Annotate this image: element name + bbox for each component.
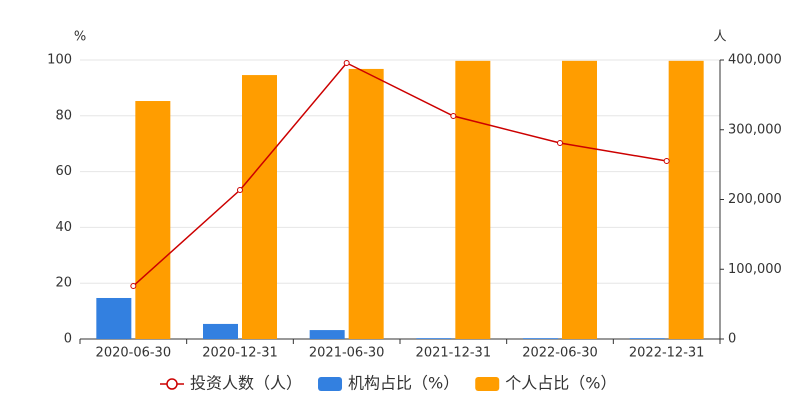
line-point	[557, 140, 563, 147]
y2-axis-unit: 人	[713, 30, 726, 45]
x-tick-label: 2022-12-31	[629, 346, 705, 361]
y-tick-label: 100	[47, 53, 72, 68]
y-tick-label: 0	[64, 332, 72, 347]
y-tick-label: 80	[55, 108, 72, 123]
line-point	[237, 187, 243, 194]
bar	[523, 338, 558, 339]
y2-tick-label: 100,000	[728, 262, 782, 277]
y2-tick-label: 300,000	[728, 122, 782, 137]
legend-label: 机构占比（%）	[348, 374, 459, 393]
line	[132, 62, 667, 287]
legend-label: 投资人数（人）	[190, 374, 302, 393]
x-tick-label: 2021-12-31	[416, 346, 492, 361]
bar	[455, 60, 491, 339]
bar	[562, 60, 597, 339]
x-tick-label: 2021-06-30	[309, 346, 385, 361]
bar	[668, 60, 704, 339]
line-point	[130, 282, 137, 289]
bar	[203, 323, 238, 339]
bar	[96, 297, 132, 339]
bar	[242, 75, 277, 339]
line-point	[663, 157, 670, 164]
y2-tick-label: 200,000	[728, 192, 782, 207]
x-tick-label: 2022-06-30	[522, 346, 598, 361]
bar	[348, 68, 384, 339]
bar	[135, 101, 171, 339]
bar	[629, 338, 665, 339]
y-tick-label: 40	[55, 220, 72, 235]
y-tick-label: 60	[55, 164, 72, 179]
legend-marker	[166, 378, 178, 390]
bar	[309, 330, 345, 339]
y-axis-unit: %	[74, 30, 86, 45]
y-tick-label: 20	[55, 276, 72, 291]
x-tick-label: 2020-06-30	[96, 346, 172, 361]
line-point	[343, 59, 350, 66]
x-tick-label: 2020-12-31	[202, 346, 278, 361]
legend-marker	[475, 377, 500, 391]
legend-marker	[318, 377, 343, 391]
y2-tick-label: 400,000	[728, 53, 782, 68]
legend-label: 个人占比（%）	[505, 374, 616, 393]
y2-tick-label: 0	[728, 332, 736, 347]
line-point	[450, 113, 457, 120]
bar	[416, 338, 452, 339]
